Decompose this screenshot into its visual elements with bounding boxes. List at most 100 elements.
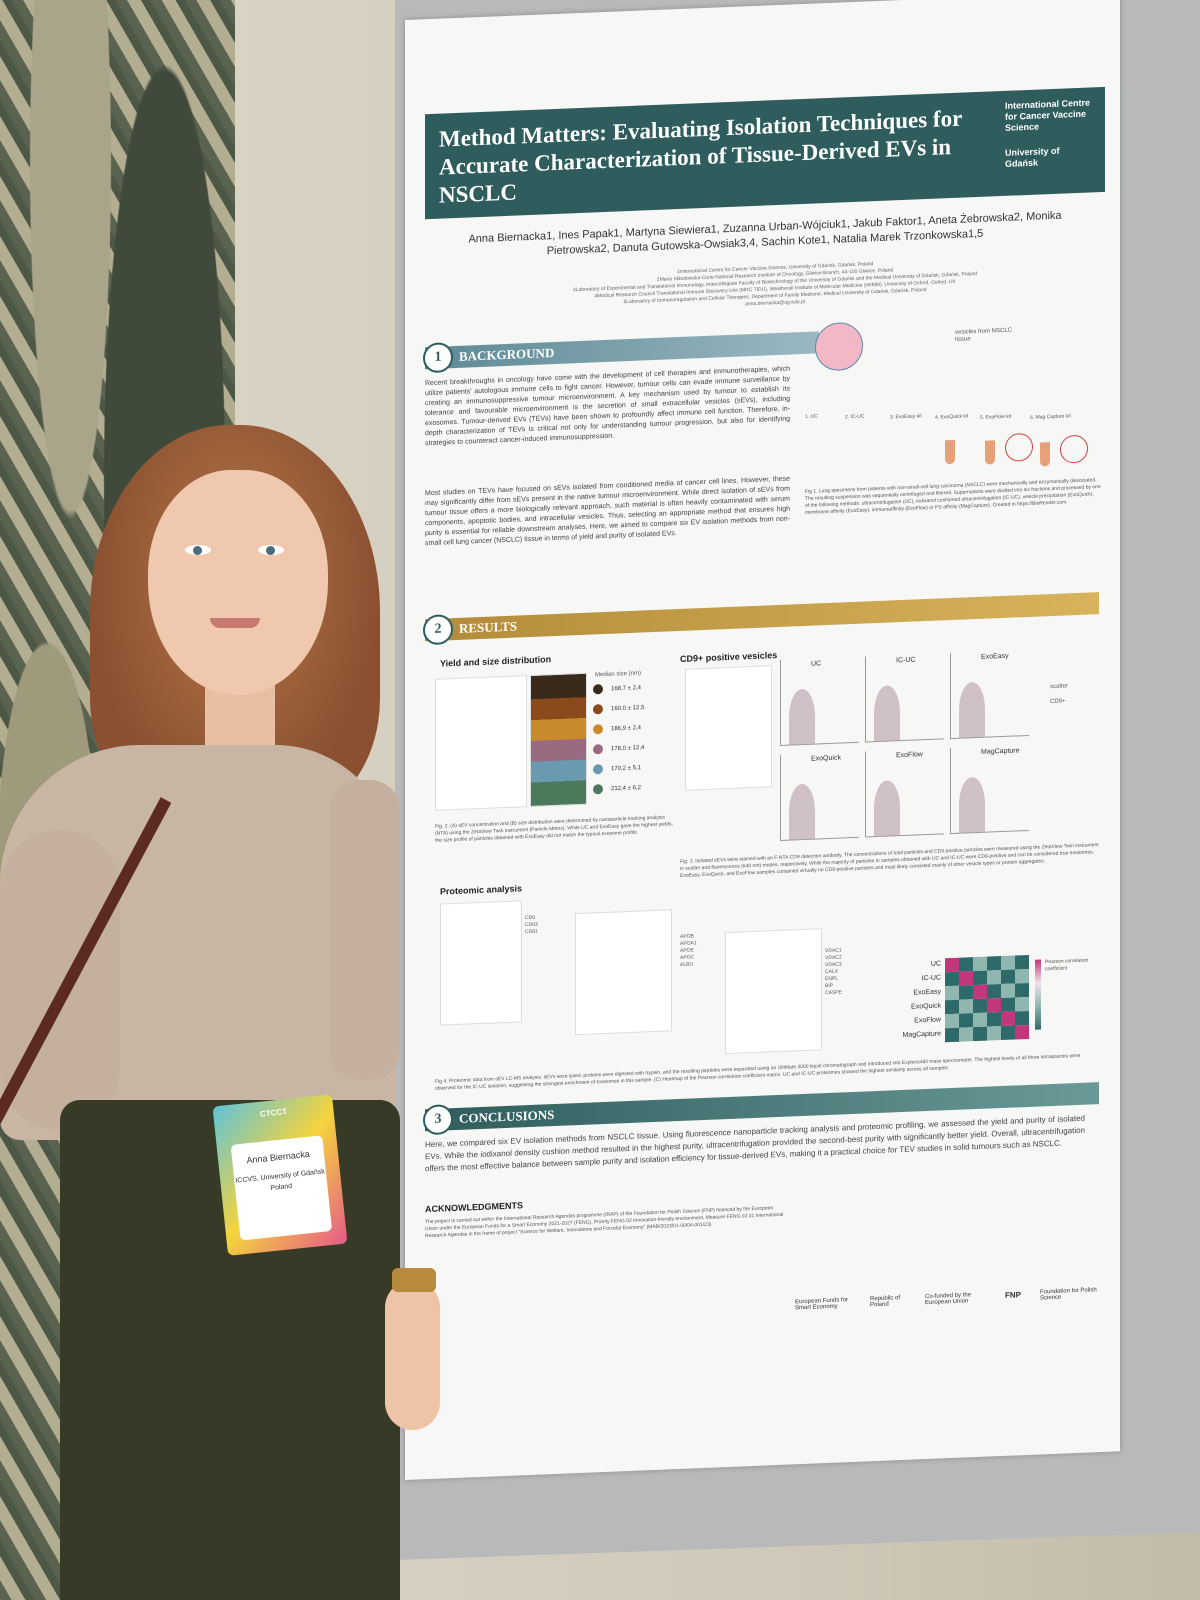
fig1-caption: Fig 1. Lung specimens from patients with… bbox=[805, 477, 1101, 516]
heatmap-cell bbox=[945, 971, 959, 987]
heatmap-row-label: ExoEasy bbox=[913, 988, 941, 997]
legend-scatter: scatter bbox=[1050, 683, 1069, 691]
marker-label: CASPE bbox=[825, 989, 842, 997]
histogram-peak bbox=[789, 783, 815, 840]
heatmap-cell bbox=[945, 985, 959, 1001]
heatmap-cell bbox=[959, 985, 973, 1000]
histogram-panel: ExoQuick bbox=[780, 751, 859, 841]
median-size-value: 212,4 ± 6,2 bbox=[611, 785, 641, 793]
section-number: 1 bbox=[423, 342, 453, 374]
size-distribution-plot bbox=[530, 672, 587, 807]
heatmap-scale-label: Pearson correlation coefficient bbox=[1045, 957, 1089, 973]
median-size-value: 168,7 ± 2,4 bbox=[611, 685, 641, 693]
heatmap-row-label: ExoQuick bbox=[911, 1002, 941, 1011]
section-title: BACKGROUND bbox=[459, 345, 555, 364]
poland-logo: Republic of Poland bbox=[870, 1295, 901, 1309]
size-legend-row: 168,7 ± 2,4 bbox=[593, 683, 641, 695]
legend-dot bbox=[593, 724, 603, 735]
section-title: RESULTS bbox=[459, 618, 518, 636]
heatmap-cell bbox=[1001, 1025, 1015, 1041]
scientific-poster: Method Matters: Evaluating Isolation Tec… bbox=[405, 0, 1120, 1481]
tube-icon bbox=[945, 439, 955, 465]
tube-icon bbox=[1040, 442, 1050, 467]
heatmap-cell bbox=[945, 1013, 959, 1029]
heatmap-cell bbox=[1015, 996, 1029, 1012]
vesicle-icon bbox=[1005, 432, 1033, 462]
heatmap-cell bbox=[987, 1012, 1001, 1027]
marker-label: ALBU bbox=[680, 961, 694, 968]
background-paragraph-1: Recent breakthroughs in oncology have co… bbox=[425, 365, 790, 448]
heatmap-cell bbox=[1001, 997, 1015, 1013]
fig3-caption: Fig. 3. Isolated sEVs were stained with … bbox=[680, 842, 1099, 879]
title-band: Method Matters: Evaluating Isolation Tec… bbox=[425, 86, 1105, 220]
legend-dot bbox=[593, 784, 603, 795]
heatmap-cell bbox=[973, 984, 987, 1000]
fig2-caption: Fig. 2. (A) sEV concentration and (B) si… bbox=[435, 814, 673, 844]
heatmap-cell bbox=[987, 984, 1001, 999]
heatmap-cell bbox=[1015, 1024, 1029, 1040]
histogram-panel: UC bbox=[780, 656, 859, 746]
heatmap-cell bbox=[945, 1027, 959, 1043]
method-label: 4. ExoQuick kit bbox=[935, 413, 969, 421]
heatmap-cell bbox=[1001, 955, 1015, 971]
median-size-label: Median size (nm) bbox=[595, 670, 642, 679]
vesicle-icon bbox=[1060, 434, 1088, 464]
apolipoprotein-plot bbox=[575, 909, 672, 1036]
histogram-peak bbox=[874, 780, 900, 837]
histogram-peak bbox=[959, 681, 985, 738]
heatmap-cell bbox=[1015, 968, 1029, 984]
legend-dot bbox=[593, 704, 603, 715]
heatmap-cell bbox=[1015, 982, 1029, 998]
median-size-value: 178,0 ± 12,4 bbox=[611, 744, 645, 753]
results-header: 2 RESULTS bbox=[423, 592, 1099, 646]
heatmap-cell bbox=[973, 970, 987, 986]
apolipoprotein-legend: APOB APOA1 APOE APOC ALBU bbox=[680, 932, 720, 969]
fnp-logo: FNP bbox=[1005, 1290, 1021, 1300]
size-legend-row: 170,2 ± 5,1 bbox=[593, 763, 641, 775]
histogram-label: UC bbox=[811, 660, 822, 668]
iccvs-logo: International Centre for Cancer Vaccine … bbox=[1005, 97, 1091, 133]
heatmap-cell bbox=[1001, 969, 1015, 985]
heatmap-cell bbox=[1015, 1010, 1029, 1026]
histogram-panel: ExoEasy bbox=[950, 649, 1029, 740]
logos: International Centre for Cancer Vaccine … bbox=[1005, 97, 1095, 184]
badge-conference: CTCCT bbox=[259, 1106, 288, 1119]
heatmap-cell bbox=[959, 1027, 973, 1042]
histogram-panel: MagCapture bbox=[950, 744, 1029, 835]
right-arm bbox=[330, 780, 400, 1080]
histogram-grid: UC IC-UC ExoEasy ExoQuick ExoFlow MagCapture bbox=[780, 649, 1030, 850]
histogram-peak bbox=[959, 776, 985, 833]
eye bbox=[185, 545, 211, 555]
heatmap-cell bbox=[1001, 983, 1015, 999]
cd9-particles-plot bbox=[685, 665, 772, 791]
histogram-label: MagCapture bbox=[981, 747, 1020, 756]
heatmap-cell bbox=[945, 957, 959, 973]
heatmap-cell bbox=[987, 1026, 1001, 1041]
heatmap-cell bbox=[973, 1026, 987, 1042]
histogram-label: ExoFlow bbox=[896, 751, 923, 760]
histogram-label: ExoEasy bbox=[981, 652, 1009, 661]
cd9-title: CD9+ positive vesicles bbox=[680, 650, 778, 664]
size-legend: 168,7 ± 2,4 160,0 ± 12,5 186,9 ± 2,4 178,0 … bbox=[593, 681, 683, 795]
funding-logos: European Funds for Smart Economy Republi… bbox=[795, 1286, 1115, 1349]
heatmap-cell bbox=[959, 957, 973, 972]
method-label: 1. UC bbox=[805, 413, 818, 420]
heatmap-row-label: MagCapture bbox=[902, 1030, 941, 1040]
heatmap-row-labels: UC IC-UC ExoEasy ExoQuick ExoFlow MagCapture bbox=[875, 960, 941, 1039]
heatmap-scale bbox=[1035, 959, 1041, 1030]
tissue-icon bbox=[815, 321, 863, 372]
median-size-value: 170,2 ± 5,1 bbox=[611, 765, 641, 773]
legend-dot bbox=[593, 684, 603, 695]
heatmap-cell bbox=[973, 998, 987, 1014]
legend-dot bbox=[593, 744, 603, 755]
contaminant-legend: VDAC1 VDAC2 VDAC3 CALX ENPL BIP CASPE bbox=[825, 947, 865, 998]
histogram-panel: ExoFlow bbox=[865, 748, 944, 838]
histogram-label: ExoQuick bbox=[811, 754, 841, 763]
heatmap-cell bbox=[987, 956, 1001, 971]
heatmap-row-label: ExoFlow bbox=[914, 1016, 941, 1025]
heatmap-cell bbox=[959, 971, 973, 986]
marker-label: CD81 bbox=[525, 928, 538, 936]
size-legend-row: 212,4 ± 6,2 bbox=[593, 783, 641, 795]
histogram-panel: IC-UC bbox=[865, 653, 944, 743]
wristwatch bbox=[392, 1268, 436, 1292]
